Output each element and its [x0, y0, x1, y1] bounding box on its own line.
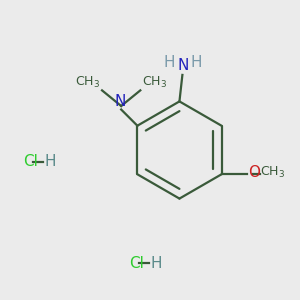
Text: CH$_3$: CH$_3$ — [142, 75, 167, 90]
Text: Cl: Cl — [129, 256, 144, 271]
Text: Cl: Cl — [23, 154, 38, 169]
Text: CH$_3$: CH$_3$ — [260, 165, 286, 180]
Text: H: H — [191, 56, 202, 70]
Text: H: H — [151, 256, 162, 271]
Text: N: N — [114, 94, 125, 109]
Text: H: H — [164, 56, 175, 70]
Text: N: N — [177, 58, 189, 74]
Text: H: H — [45, 154, 56, 169]
Text: O: O — [248, 165, 260, 180]
Text: CH$_3$: CH$_3$ — [75, 75, 100, 90]
